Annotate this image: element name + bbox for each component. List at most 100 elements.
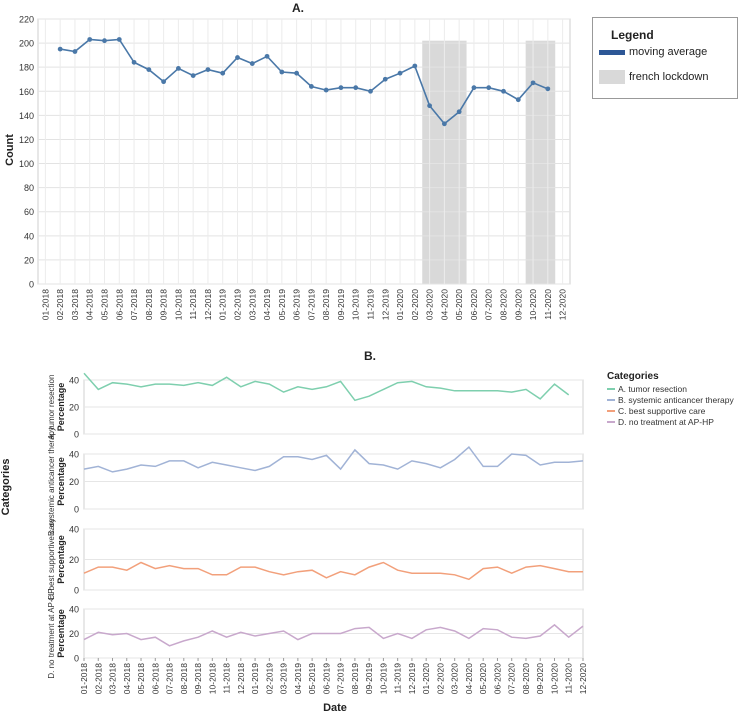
chart-b-x-tick-label: 03-2020 <box>450 663 460 694</box>
chart-b-x-tick-label: 12-2019 <box>407 663 417 694</box>
moving-average-point <box>102 38 107 44</box>
chart-a-y-tick-label: 60 <box>24 207 34 217</box>
chart-b-x-tick-label: 01-2018 <box>79 663 89 694</box>
chart-a-x-tick-label: 10-2020 <box>528 289 538 320</box>
facet-y-axis-label: Percentage <box>56 457 66 506</box>
chart-a-x-tick-label: 04-2020 <box>439 289 449 320</box>
chart-b-x-tick-label: 10-2019 <box>378 663 388 694</box>
chart-a-y-tick-label: 180 <box>19 63 34 73</box>
moving-average-point <box>323 87 329 93</box>
chart-b-x-tick-label: 07-2018 <box>165 663 175 694</box>
moving-average-point <box>220 70 226 76</box>
moving-average-point <box>515 97 521 103</box>
moving-average-point <box>308 84 314 89</box>
chart-b-x-tick-label: 11-2018 <box>222 663 232 694</box>
chart-a-x-tick-label: 11-2019 <box>366 289 376 320</box>
chart-b-legend-label: D. no treatment at AP-HP <box>618 417 714 427</box>
moving-average-point <box>161 79 167 85</box>
chart-a-x-tick-label: 11-2020 <box>543 289 553 320</box>
moving-average-point <box>264 53 270 59</box>
facet-y-tick-label: 20 <box>69 403 79 413</box>
facet-label: A. tumor resection <box>47 375 56 440</box>
chart-a-x-tick-label: 06-2020 <box>469 289 479 320</box>
facet-label: D. no treatment at AP-HP <box>47 588 56 678</box>
chart-b-legend-title: Categories <box>607 371 659 382</box>
chart-a-y-tick-label: 140 <box>19 111 34 121</box>
chart-a-x-tick-label: 12-2020 <box>558 289 568 320</box>
facet-y-tick-label: 20 <box>69 477 79 487</box>
chart-b-x-tick-label: 04-2018 <box>122 663 132 694</box>
chart-a-x-tick-label: 05-2020 <box>454 289 464 320</box>
moving-average-point <box>530 80 536 86</box>
chart-b-x-tick-label: 08-2018 <box>179 663 189 694</box>
moving-average-point <box>368 88 373 94</box>
chart-a-y-tick-label: 40 <box>24 231 34 241</box>
chart-b-title: B. <box>364 349 376 363</box>
moving-average-point <box>353 85 359 91</box>
chart-a-x-tick-label: 08-2018 <box>144 289 154 320</box>
chart-b-x-tick-label: 06-2019 <box>321 663 331 694</box>
chart-b-x-tick-label: 11-2019 <box>393 663 403 694</box>
chart-a-x-tick-label: 11-2018 <box>188 289 198 320</box>
chart-b-x-tick-label: 06-2020 <box>492 663 502 694</box>
chart-a-x-tick-label: 06-2019 <box>292 289 302 320</box>
legend-swatch-area <box>599 70 625 84</box>
moving-average-point <box>146 67 152 72</box>
moving-average-point <box>175 65 181 71</box>
moving-average-point <box>87 37 93 42</box>
chart-a-y-tick-label: 220 <box>19 15 34 25</box>
chart-a-x-tick-label: 08-2020 <box>499 289 509 320</box>
facet-y-axis-label: Percentage <box>56 535 66 584</box>
moving-average-point <box>427 103 433 109</box>
chart-b-x-ticks: 01-2018 02-2018 03-2018 04-2018 05-2018 06-20… <box>79 658 588 694</box>
chart-a-x-tick-label: 05-2018 <box>100 289 110 320</box>
legend-title: Legend <box>611 28 654 42</box>
facet-y-tick-label: 0 <box>74 430 79 440</box>
moving-average-point <box>397 70 403 76</box>
chart-a-y-tick-label: 160 <box>19 87 34 97</box>
legend-label: moving average <box>629 46 708 58</box>
lockdown-period <box>525 40 556 284</box>
chart-a-x-tick-label: 10-2019 <box>351 289 361 320</box>
moving-average-point <box>338 85 344 91</box>
moving-average-line <box>60 38 549 125</box>
chart-a-title: A. <box>292 1 304 15</box>
chart-a-x-tick-label: 12-2018 <box>203 289 213 320</box>
chart-a-x-tick-label: 07-2020 <box>484 289 494 320</box>
chart-b-x-tick-label: 01-2020 <box>421 663 431 694</box>
moving-average-point <box>205 67 211 72</box>
chart-b-legend-label: C. best supportive care <box>618 406 706 416</box>
chart-a-x-tick-label: 02-2020 <box>410 289 420 320</box>
chart-b-x-tick-label: 10-2018 <box>207 663 217 694</box>
chart-b-x-tick-label: 05-2018 <box>136 663 146 694</box>
moving-average-point <box>486 85 492 91</box>
chart-b-y-axis-label: Categories <box>0 459 12 516</box>
chart-a-x-tick-label: 03-2020 <box>425 289 435 320</box>
chart-a-x-tick-label: 02-2018 <box>55 289 65 320</box>
chart-a-x-tick-label: 01-2020 <box>395 289 405 320</box>
chart-a-x-tick-label: 09-2020 <box>513 289 523 320</box>
chart-a-y-tick-label: 120 <box>19 135 34 145</box>
facet-y-tick-label: 0 <box>74 586 79 596</box>
chart-b-x-tick-label: 03-2018 <box>108 663 118 694</box>
moving-average-point <box>456 109 462 115</box>
facet-y-axis-label: Percentage <box>56 609 66 658</box>
moving-average-point <box>382 76 388 82</box>
chart-a-y-tick-label: 80 <box>24 183 34 193</box>
chart-a-y-ticks: 0 20 40 60 80 100 120 140 160 180 200 220 <box>19 15 34 290</box>
moving-average-point <box>501 88 506 94</box>
chart-a: A. Count 020406080100120140160180200220 … <box>4 1 571 320</box>
facet-y-tick-label: 20 <box>69 555 79 565</box>
chart-a-x-tick-label: 01-2018 <box>40 289 50 320</box>
chart-a-grid <box>37 18 571 285</box>
chart-a-y-tick-label: 200 <box>19 39 34 49</box>
moving-average-point <box>249 61 255 66</box>
facet-y-axis-label: Percentage <box>56 383 66 432</box>
legend-item-french-lockdown: french lockdown <box>599 70 709 84</box>
chart-a-legend: Legend moving average french lockdown <box>592 17 738 99</box>
chart-a-x-tick-label: 09-2018 <box>159 289 169 320</box>
chart-b-x-axis-label: Date <box>323 702 347 714</box>
chart-b-x-tick-label: 09-2020 <box>535 663 545 694</box>
chart-a-x-tick-label: 10-2018 <box>173 289 183 320</box>
